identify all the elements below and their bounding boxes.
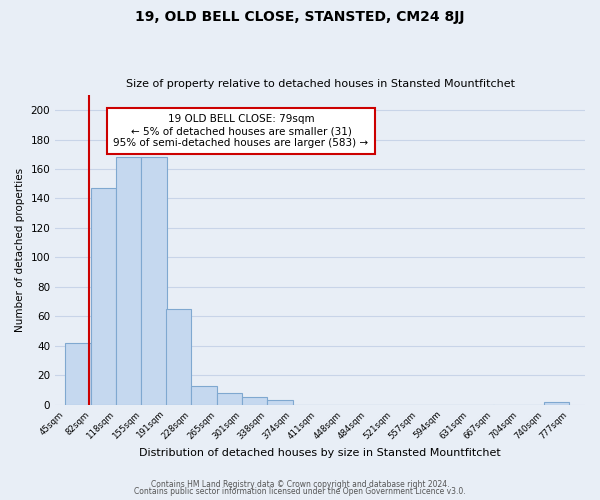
Title: Size of property relative to detached houses in Stansted Mountfitchet: Size of property relative to detached ho… [125, 79, 515, 89]
Bar [166, 309, 191, 404]
Bar [91, 188, 116, 404]
Text: Contains public sector information licensed under the Open Government Licence v3: Contains public sector information licen… [134, 487, 466, 496]
Bar [65, 343, 91, 404]
Y-axis label: Number of detached properties: Number of detached properties [15, 168, 25, 332]
Bar [544, 402, 569, 404]
Bar [217, 393, 242, 404]
Text: Contains HM Land Registry data © Crown copyright and database right 2024.: Contains HM Land Registry data © Crown c… [151, 480, 449, 489]
Bar [267, 400, 293, 404]
X-axis label: Distribution of detached houses by size in Stansted Mountfitchet: Distribution of detached houses by size … [139, 448, 501, 458]
Bar [191, 386, 217, 404]
Bar [141, 157, 167, 404]
Text: 19, OLD BELL CLOSE, STANSTED, CM24 8JJ: 19, OLD BELL CLOSE, STANSTED, CM24 8JJ [135, 10, 465, 24]
Bar [116, 157, 141, 404]
Text: 19 OLD BELL CLOSE: 79sqm
← 5% of detached houses are smaller (31)
95% of semi-de: 19 OLD BELL CLOSE: 79sqm ← 5% of detache… [113, 114, 368, 148]
Bar [242, 398, 267, 404]
